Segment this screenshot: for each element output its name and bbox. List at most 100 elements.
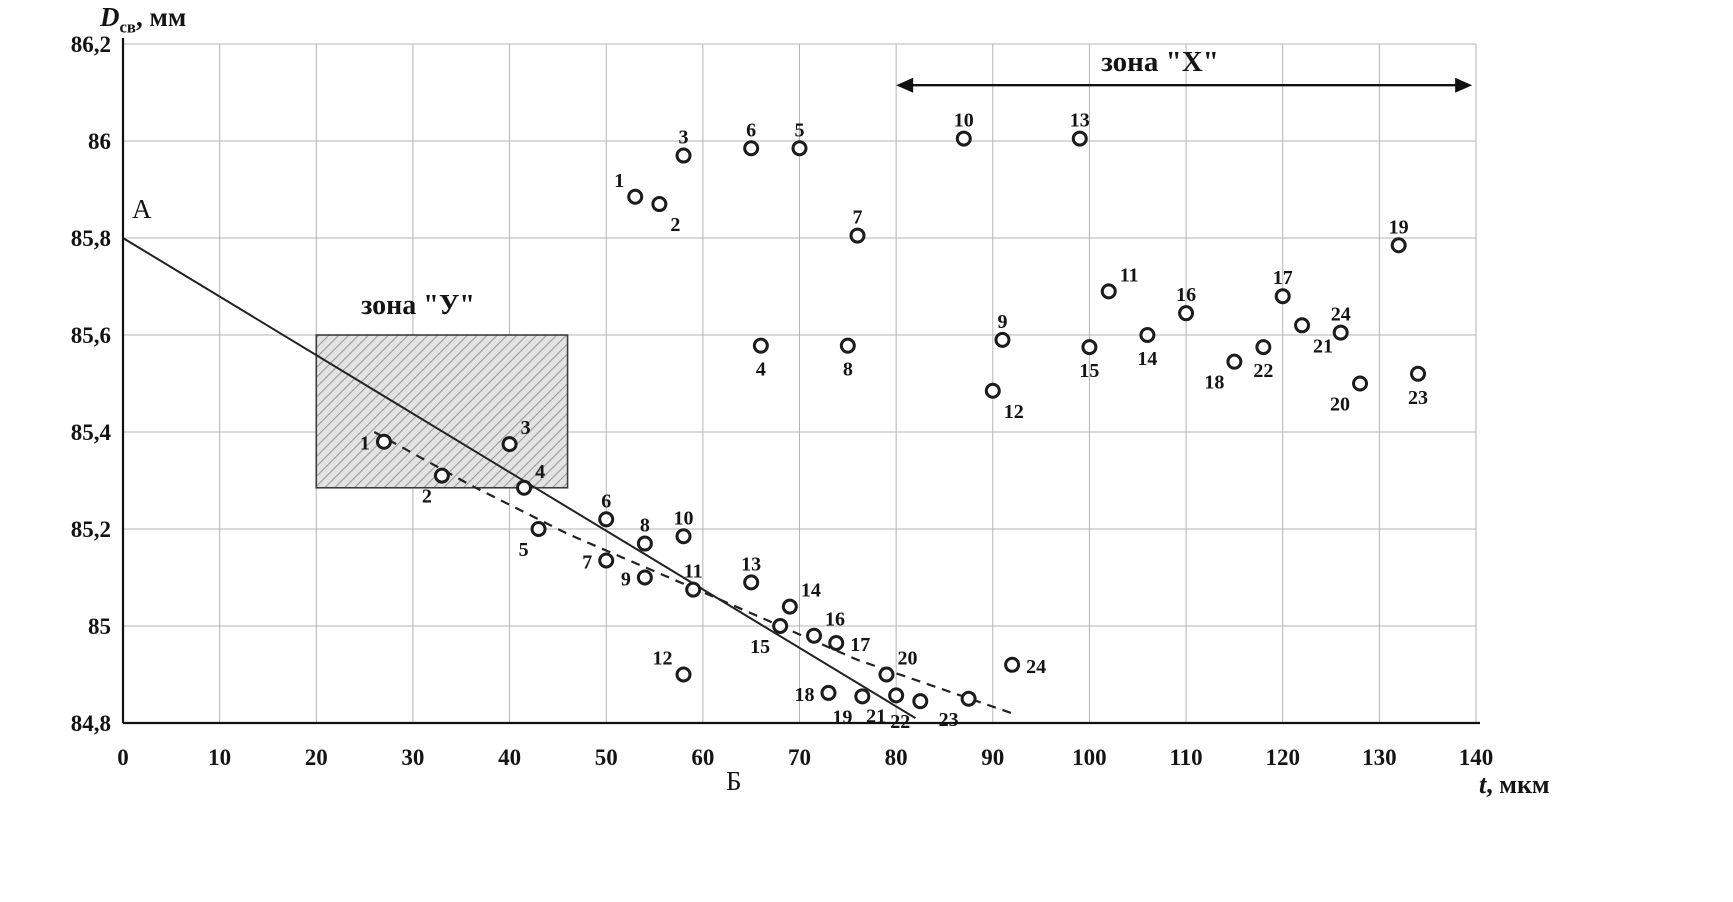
point-label: 3 xyxy=(679,127,689,149)
data-point-lower-group-20 xyxy=(878,666,895,683)
point-label: 6 xyxy=(601,490,611,512)
x-tick-label: 70 xyxy=(788,745,811,770)
point-label: 5 xyxy=(795,119,805,141)
data-point-lower-group-19 xyxy=(854,688,871,705)
data-point-lower-group-17 xyxy=(828,634,845,651)
data-point-lower-group-9 xyxy=(636,569,653,586)
point-label: 21 xyxy=(866,705,886,727)
point-label: 2 xyxy=(670,214,680,236)
data-point-lower-group-21 xyxy=(888,687,905,704)
point-label: 3 xyxy=(521,417,531,439)
x-tick-label: 90 xyxy=(981,745,1004,770)
data-point-upper-group-16 xyxy=(1178,305,1195,322)
zone-y-rect xyxy=(315,334,569,489)
point-label: 9 xyxy=(621,569,631,591)
point-label: 16 xyxy=(825,609,845,631)
x-axis-variable: t xyxy=(1479,770,1487,799)
data-point-upper-group-2 xyxy=(651,196,668,213)
y-tick-label: 85 xyxy=(88,614,111,639)
y-axis-title: Dсв, мм xyxy=(100,2,186,37)
data-point-upper-group-19 xyxy=(1390,237,1407,254)
point-label: 12 xyxy=(1004,401,1024,423)
data-point-upper-group-9 xyxy=(994,331,1011,348)
x-tick-label: 40 xyxy=(498,745,521,770)
data-point-lower-group-18 xyxy=(820,684,837,701)
x-tick-label: 80 xyxy=(885,745,908,770)
data-point-lower-group-2 xyxy=(433,467,450,484)
data-point-upper-group-1 xyxy=(627,188,644,205)
data-point-upper-group-22 xyxy=(1255,339,1272,356)
x-tick-label: 130 xyxy=(1362,745,1397,770)
x-tick-label: 20 xyxy=(305,745,328,770)
point-label: 2 xyxy=(422,486,432,508)
point-label: 14 xyxy=(1137,348,1157,370)
data-point-lower-group-24 xyxy=(1004,656,1021,673)
y-axis-subscript: св xyxy=(119,17,136,37)
zone-y-caption: зона "У" xyxy=(361,290,475,321)
point-label: 13 xyxy=(741,553,761,575)
point-label: 16 xyxy=(1176,284,1196,306)
point-label: 23 xyxy=(939,709,959,731)
point-label: 20 xyxy=(1330,394,1350,416)
data-point-upper-group-5 xyxy=(791,140,808,157)
point-label: 19 xyxy=(832,706,852,728)
data-point-upper-group-6 xyxy=(743,140,760,157)
point-label: 10 xyxy=(674,507,694,529)
data-point-upper-group-4 xyxy=(752,337,769,354)
point-label: 21 xyxy=(1313,335,1333,357)
point-label: 6 xyxy=(746,119,756,141)
data-point-lower-group-7 xyxy=(598,552,615,569)
data-point-lower-group-1 xyxy=(375,433,392,450)
point-label: 14 xyxy=(801,580,821,602)
x-tick-label: 110 xyxy=(1169,745,1202,770)
point-label: 4 xyxy=(756,359,766,381)
data-point-upper-group-18 xyxy=(1226,353,1243,370)
x-tick-label: 140 xyxy=(1459,745,1494,770)
point-label: 17 xyxy=(1273,267,1293,289)
point-label: 23 xyxy=(1408,387,1428,409)
data-point-lower-group-23 xyxy=(960,690,977,707)
point-label: 7 xyxy=(852,207,862,229)
data-point-lower-group-14 xyxy=(781,598,798,615)
x-tick-label: 10 xyxy=(208,745,231,770)
point-label: 5 xyxy=(519,539,529,561)
data-point-upper-group-8 xyxy=(839,337,856,354)
data-point-upper-group-23 xyxy=(1410,365,1427,382)
x-tick-label: 120 xyxy=(1265,745,1300,770)
x-tick-label: 60 xyxy=(691,745,714,770)
data-point-lower-group-8 xyxy=(636,535,653,552)
y-tick-label: 86,2 xyxy=(71,32,111,57)
data-point-lower-group-22 xyxy=(912,693,929,710)
data-point-upper-group-10 xyxy=(955,130,972,147)
zone-x-arrowhead-right xyxy=(1455,77,1473,93)
point-label: 11 xyxy=(1120,264,1139,286)
point-label: 11 xyxy=(684,561,703,583)
zone-x-arrowhead-left xyxy=(896,77,914,93)
y-tick-label: 84,8 xyxy=(71,711,111,736)
data-point-upper-group-13 xyxy=(1071,130,1088,147)
data-point-lower-group-16 xyxy=(805,627,822,644)
point-label: 1 xyxy=(360,433,370,455)
point-label: 19 xyxy=(1389,216,1409,238)
data-point-upper-group-21 xyxy=(1294,317,1311,334)
y-tick-label: 85,2 xyxy=(71,517,111,542)
y-tick-label: 85,4 xyxy=(71,420,112,445)
x-tick-label: 0 xyxy=(117,745,129,770)
data-point-lower-group-3 xyxy=(501,436,518,453)
point-label: 7 xyxy=(582,552,592,574)
point-label: 24 xyxy=(1331,304,1351,326)
data-point-upper-group-15 xyxy=(1081,339,1098,356)
zone-x-caption: зона "X" xyxy=(1101,46,1219,78)
data-point-upper-group-11 xyxy=(1100,283,1117,300)
x-tick-label: 100 xyxy=(1072,745,1107,770)
data-point-upper-group-7 xyxy=(849,227,866,244)
point-label: 4 xyxy=(535,461,545,483)
point-label: 22 xyxy=(890,711,910,733)
point-label: 15 xyxy=(750,636,770,658)
point-label: 17 xyxy=(850,634,870,656)
x-tick-label: 50 xyxy=(595,745,618,770)
x-tick-label: 30 xyxy=(401,745,424,770)
y-tick-label: 86 xyxy=(88,129,111,154)
